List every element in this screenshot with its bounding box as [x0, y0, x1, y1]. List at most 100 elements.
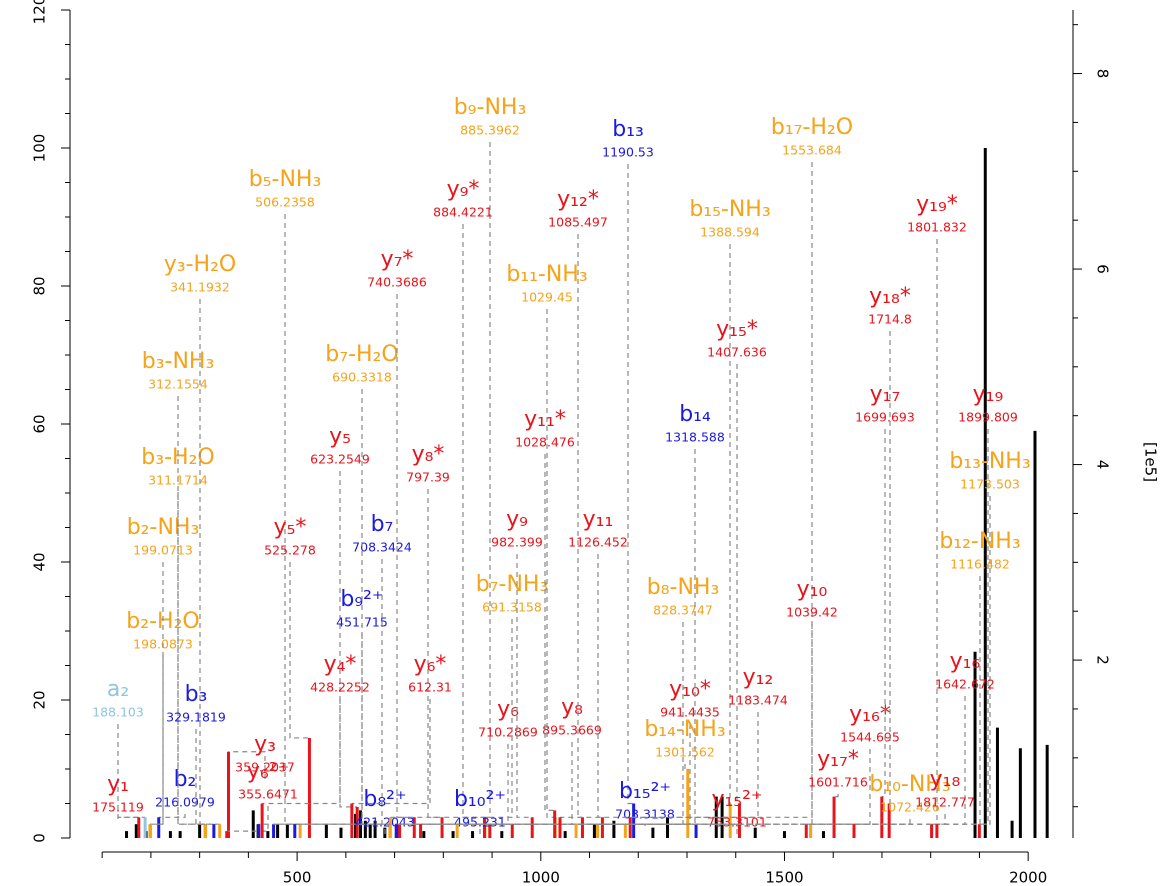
mz-label: 175.119	[92, 800, 144, 815]
connector	[516, 554, 533, 818]
mz-label: 1714.8	[868, 312, 912, 327]
mz-label: 355.6471	[238, 787, 298, 802]
ion-label: y₁₈	[930, 767, 961, 792]
mz-label: 1642.672	[935, 677, 995, 692]
connector	[396, 294, 415, 818]
mz-label: 740.3686	[367, 275, 427, 290]
mz-label: 1388.594	[700, 225, 760, 240]
mz-label: 1126.452	[568, 535, 628, 550]
mz-label: 1318.588	[665, 430, 725, 445]
mz-label: 885.3962	[460, 123, 520, 138]
ion-label: y₈	[561, 695, 583, 720]
mz-label: 1173.503	[960, 477, 1020, 492]
mz-label: 884.4221	[433, 205, 493, 220]
ion-label: b₁₃	[612, 117, 644, 142]
mz-label: 1190.53	[602, 145, 654, 160]
connector	[158, 814, 186, 818]
connector	[834, 794, 839, 798]
mz-label: 1301.562	[655, 745, 715, 760]
mz-label: 451.715	[336, 615, 388, 630]
mz-label: 1183.474	[728, 693, 788, 708]
mz-label: 1039.42	[786, 605, 838, 620]
ion-label: b₁₃-NH₃	[949, 449, 1030, 474]
y-tick-label: 40	[31, 552, 49, 571]
mz-label: 753.3101	[707, 815, 767, 830]
connector	[351, 699, 431, 805]
ion-label: b₈²⁺	[363, 787, 406, 812]
mz-label: 1812.777	[915, 795, 975, 810]
mz-label: 710.2869	[478, 725, 538, 740]
ion-label: y₈*	[412, 442, 445, 467]
mz-label: 1029.45	[521, 290, 573, 305]
mz-label: 199.0713	[133, 543, 193, 558]
mz-label: 1699.693	[855, 410, 915, 425]
y2-tick-label: 2	[1094, 655, 1112, 665]
ion-label: y₃-H₂O	[164, 252, 236, 277]
connector	[544, 454, 555, 811]
ion-label: y₁₅²⁺	[711, 787, 762, 812]
ion-label: y₁₆	[950, 649, 981, 674]
mz-label: 982.399	[491, 535, 543, 550]
mz-label: 691.3158	[482, 600, 542, 615]
mz-label: 216.0979	[155, 795, 215, 810]
ion-label: b₁₄-NH₃	[644, 717, 725, 742]
ion-label: b₁₀²⁺	[454, 787, 506, 812]
ion-label: y₁₂*	[557, 187, 599, 212]
ion-label: y₃	[254, 732, 276, 757]
ion-label: y₁₅*	[716, 317, 758, 342]
ion-label: y₁₁*	[524, 407, 566, 432]
ion-label: b₂-NH₃	[127, 515, 200, 540]
ion-label: b₂-H₂O	[126, 609, 199, 634]
mz-label: 495.231	[454, 815, 506, 830]
mz-label: 1407.636	[707, 345, 767, 360]
connector	[736, 364, 740, 805]
mz-label: 1544.695	[840, 730, 900, 745]
connector	[177, 492, 206, 825]
ion-label: y₅	[329, 424, 351, 449]
connector	[630, 712, 759, 818]
mz-label: 428.2252	[310, 680, 370, 695]
ion-label: b₇-H₂O	[325, 342, 398, 367]
mz-label: 1601.716	[808, 775, 868, 790]
connector	[117, 816, 139, 819]
connector	[195, 729, 214, 825]
ion-label: y₆*	[414, 652, 447, 677]
ion-label: a₂	[107, 677, 129, 702]
mz-label: 828.3747	[653, 603, 713, 618]
ion-label: b₅-NH₃	[249, 167, 322, 192]
connector	[627, 164, 634, 805]
mz-label: 329.1819	[166, 710, 226, 725]
ion-label: y₇*	[381, 247, 414, 272]
y2-tick-label: 8	[1094, 69, 1112, 79]
mz-label: 623.2549	[310, 452, 370, 467]
connector	[289, 562, 310, 739]
mz-label: 421.2043	[355, 815, 415, 830]
ion-label: y₁₇*	[817, 747, 859, 772]
ion-label: y₅*	[274, 515, 307, 540]
ion-label: y₁₇	[870, 382, 901, 407]
mz-label: 1899.809	[958, 410, 1018, 425]
x-tick-label: 1500	[765, 869, 803, 886]
ion-label: b₁₂-NH₃	[939, 529, 1020, 554]
mz-label: 188.103	[92, 705, 144, 720]
ion-label: b₁₀-NH₃	[869, 772, 950, 797]
ion-label: y₁₈*	[869, 284, 911, 309]
ion-label: y₉*	[447, 177, 480, 202]
mz-label: 1553.684	[782, 143, 842, 158]
ion-label: y₆	[497, 697, 519, 722]
ion-label: b₁₄	[679, 402, 711, 427]
connector	[258, 823, 386, 834]
ion-label: b₁₅-NH₃	[689, 197, 770, 222]
ion-label: y₁	[107, 772, 129, 797]
mz-label: 1028.476	[515, 435, 575, 450]
ion-label: y₁₀	[797, 577, 828, 602]
y2-tick-label: 6	[1094, 264, 1112, 274]
mz-label: 1085.497	[548, 215, 608, 230]
mz-label: 525.278	[264, 543, 316, 558]
mz-label: 690.3318	[332, 370, 392, 385]
y2-tick-label: 4	[1094, 460, 1112, 470]
connector	[420, 823, 738, 834]
connector	[462, 224, 485, 818]
connector	[597, 576, 981, 825]
ion-label: b₃	[185, 682, 208, 707]
